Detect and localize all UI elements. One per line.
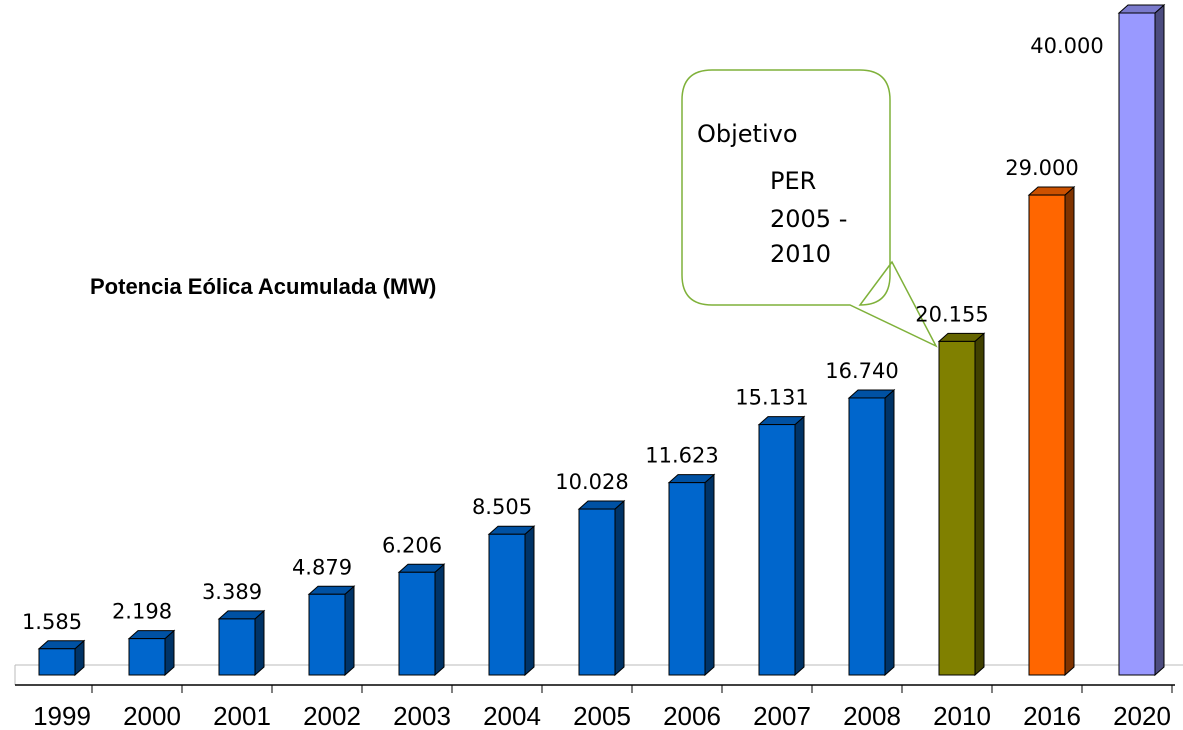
annotation-line: 2005 - [770, 205, 847, 233]
bar [848, 397, 886, 676]
bar-side-shade [795, 416, 804, 675]
x-tick-label: 2002 [303, 701, 361, 730]
bar [668, 482, 706, 676]
value-label: 2.198 [112, 600, 172, 624]
bar-top-shade [1029, 187, 1074, 196]
bar-side-shade [165, 630, 174, 675]
bar-side-shade [1155, 5, 1164, 675]
bar-top-shade [759, 416, 804, 425]
bar-top-shade [309, 586, 354, 595]
value-label: 15.131 [735, 386, 808, 410]
bar [128, 638, 166, 676]
x-tick-label: 2008 [843, 701, 901, 730]
bar [758, 424, 796, 676]
value-label: 8.505 [472, 495, 532, 519]
bar [938, 340, 976, 676]
annotation-line: Objetivo [697, 120, 798, 148]
x-tick-label: 2007 [753, 701, 811, 730]
x-tick-label: 2020 [1113, 701, 1171, 730]
annotation-line: 2010 [770, 240, 831, 268]
x-tick-label: 2016 [1023, 701, 1081, 730]
bar-side-shade [1065, 187, 1074, 676]
bar [1028, 194, 1066, 676]
callout-bubble [681, 69, 938, 348]
bar-top-shade [669, 474, 714, 483]
value-label: 6.206 [382, 533, 442, 557]
value-label: 29.000 [1005, 156, 1078, 180]
x-tick-label: 2010 [933, 701, 991, 730]
bar [308, 593, 346, 676]
bar-side-shade [525, 526, 534, 675]
value-label: 16.740 [825, 359, 898, 383]
bar [1118, 12, 1156, 676]
bar-top-shade [579, 501, 624, 510]
x-tick-label: 2004 [483, 701, 541, 730]
bar-top-shade [399, 564, 444, 573]
x-tick-label: 2003 [393, 701, 451, 730]
x-tick-label: 2005 [573, 701, 631, 730]
value-label: 11.623 [645, 444, 718, 468]
value-label: 1.585 [22, 610, 82, 634]
bar-side-shade [615, 501, 624, 675]
bar-side-shade [435, 564, 444, 675]
bar [218, 618, 256, 676]
bar-top-shade [939, 333, 984, 342]
x-tick-label: 2001 [213, 701, 271, 730]
value-label: 40.000 [1030, 34, 1103, 58]
chart-title: Potencia Eólica Acumulada (MW) [90, 274, 436, 299]
bar-side-shade [975, 333, 984, 675]
bar-top-shade [39, 640, 84, 649]
bar-top-shade [849, 389, 894, 398]
bar-side-shade [705, 474, 714, 675]
bar-side-shade [255, 610, 264, 675]
x-tick-label: 1999 [33, 701, 91, 730]
x-tick-label: 2006 [663, 701, 721, 730]
callout: Objetivo PER 2005 - 2010 [681, 69, 938, 348]
value-label: 4.879 [292, 555, 352, 579]
bar [578, 508, 616, 676]
bar-top-shade [219, 610, 264, 619]
bar-top-shade [489, 526, 534, 535]
bar-top-shade [129, 630, 174, 639]
bar-side-shade [345, 586, 354, 675]
bar [488, 533, 526, 676]
bar [398, 571, 436, 676]
x-tick-label: 2000 [123, 701, 181, 730]
value-label: 10.028 [555, 470, 628, 494]
bar-side-shade [885, 389, 894, 675]
bar-top-shade [1119, 5, 1164, 13]
value-label: 3.389 [202, 580, 262, 604]
bar [38, 648, 76, 676]
value-label: 20.155 [915, 302, 988, 326]
bar-side-shade [75, 640, 84, 675]
annotation-line: PER [770, 167, 816, 195]
